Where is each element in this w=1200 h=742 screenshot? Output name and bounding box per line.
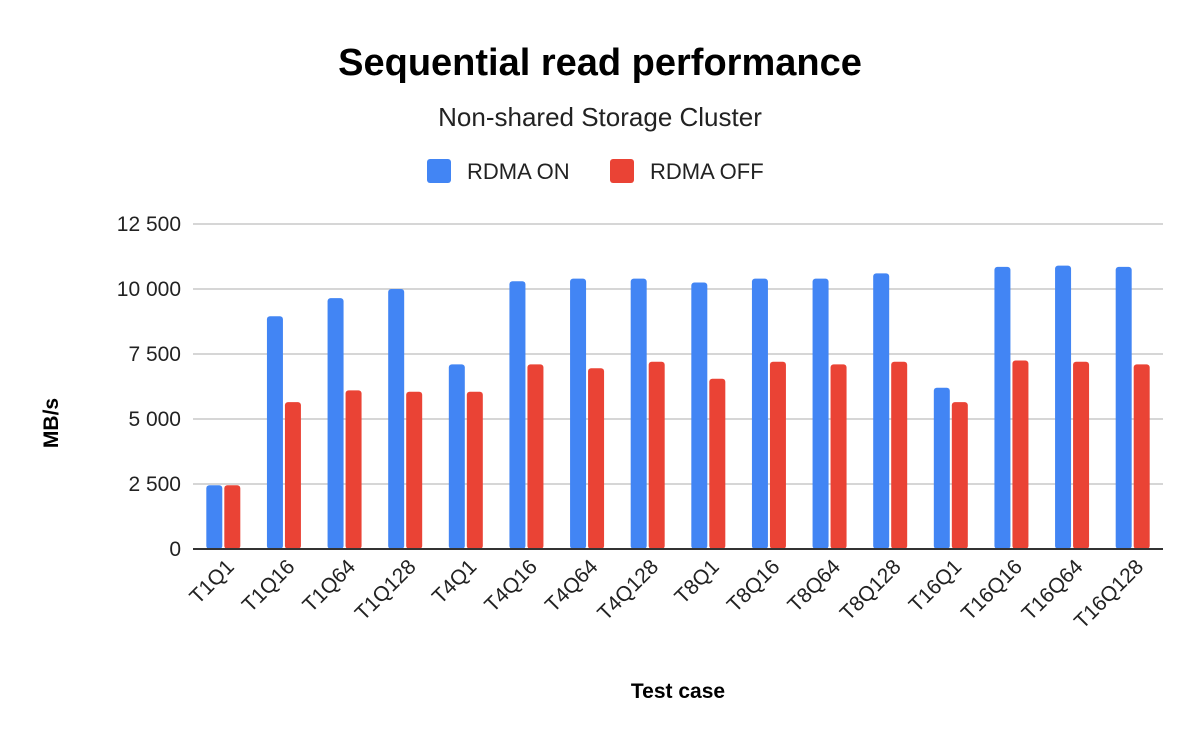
bar-rdma-on bbox=[933, 387, 950, 549]
legend: RDMA ON RDMA OFF bbox=[427, 159, 764, 184]
y-axis-title: MB/s bbox=[40, 398, 63, 448]
legend-swatch bbox=[610, 159, 634, 183]
bar-rdma-on bbox=[388, 289, 405, 549]
x-tick-label: T1Q128 bbox=[351, 555, 421, 625]
x-tick-label: T16Q16 bbox=[957, 555, 1027, 625]
x-tick-label: T1Q16 bbox=[238, 555, 300, 617]
x-tick-label: T4Q128 bbox=[593, 555, 663, 625]
bar-rdma-off bbox=[224, 485, 241, 549]
bar-rdma-off bbox=[466, 391, 483, 549]
bar-rdma-on bbox=[266, 316, 283, 549]
bar-rdma-on bbox=[751, 278, 768, 549]
bar-rdma-off bbox=[830, 364, 847, 549]
legend-label: RDMA ON bbox=[467, 159, 570, 184]
x-tick-label: T8Q1 bbox=[670, 555, 723, 608]
bar-rdma-off bbox=[1133, 364, 1150, 549]
bar-rdma-off bbox=[406, 391, 423, 549]
x-tick-label: T8Q128 bbox=[836, 555, 906, 625]
x-tick-label: T1Q1 bbox=[185, 555, 238, 608]
bar-rdma-off bbox=[1073, 361, 1090, 549]
y-tick-label: 7 500 bbox=[128, 343, 181, 366]
bar-rdma-off bbox=[891, 361, 908, 549]
bar-rdma-on bbox=[327, 298, 344, 549]
bar-rdma-on bbox=[1115, 266, 1132, 549]
legend-label: RDMA OFF bbox=[650, 159, 764, 184]
x-tick-label: T8Q16 bbox=[723, 555, 785, 617]
chart-title: Sequential read performance bbox=[338, 42, 862, 84]
bar-rdma-on bbox=[873, 273, 890, 549]
bar-rdma-on bbox=[630, 278, 647, 549]
bar-rdma-off bbox=[284, 402, 301, 549]
y-tick-label: 0 bbox=[169, 538, 181, 561]
bar-rdma-off bbox=[648, 361, 665, 549]
bar-rdma-on bbox=[994, 266, 1011, 549]
bar-rdma-off bbox=[1012, 360, 1029, 549]
bar-rdma-off bbox=[769, 361, 786, 549]
bars bbox=[193, 265, 1163, 550]
x-tick-label: T4Q1 bbox=[428, 555, 481, 608]
x-axis-title: Test case bbox=[631, 680, 725, 703]
bar-rdma-on bbox=[691, 282, 708, 549]
bar-rdma-off bbox=[709, 378, 726, 549]
y-axis-ticks: 0 2 500 5 000 7 500 10 000 12 500 bbox=[117, 213, 181, 561]
y-tick-label: 10 000 bbox=[117, 278, 181, 301]
bar-rdma-on bbox=[1055, 265, 1072, 549]
bar-rdma-on bbox=[448, 364, 465, 549]
bar-rdma-on bbox=[509, 281, 526, 549]
x-tick-label: T4Q16 bbox=[480, 555, 542, 617]
bar-rdma-off bbox=[951, 402, 968, 549]
bar-rdma-off bbox=[588, 368, 605, 549]
y-tick-label: 12 500 bbox=[117, 213, 181, 236]
y-tick-label: 2 500 bbox=[128, 473, 181, 496]
legend-swatch bbox=[427, 159, 451, 183]
y-tick-label: 5 000 bbox=[128, 408, 181, 431]
bar-rdma-off bbox=[345, 390, 362, 549]
bar-rdma-off bbox=[527, 364, 544, 549]
bar-rdma-on bbox=[206, 485, 223, 549]
bar-rdma-on bbox=[812, 278, 829, 549]
bar-rdma-on bbox=[570, 278, 587, 549]
chart-subtitle: Non-shared Storage Cluster bbox=[438, 102, 762, 132]
